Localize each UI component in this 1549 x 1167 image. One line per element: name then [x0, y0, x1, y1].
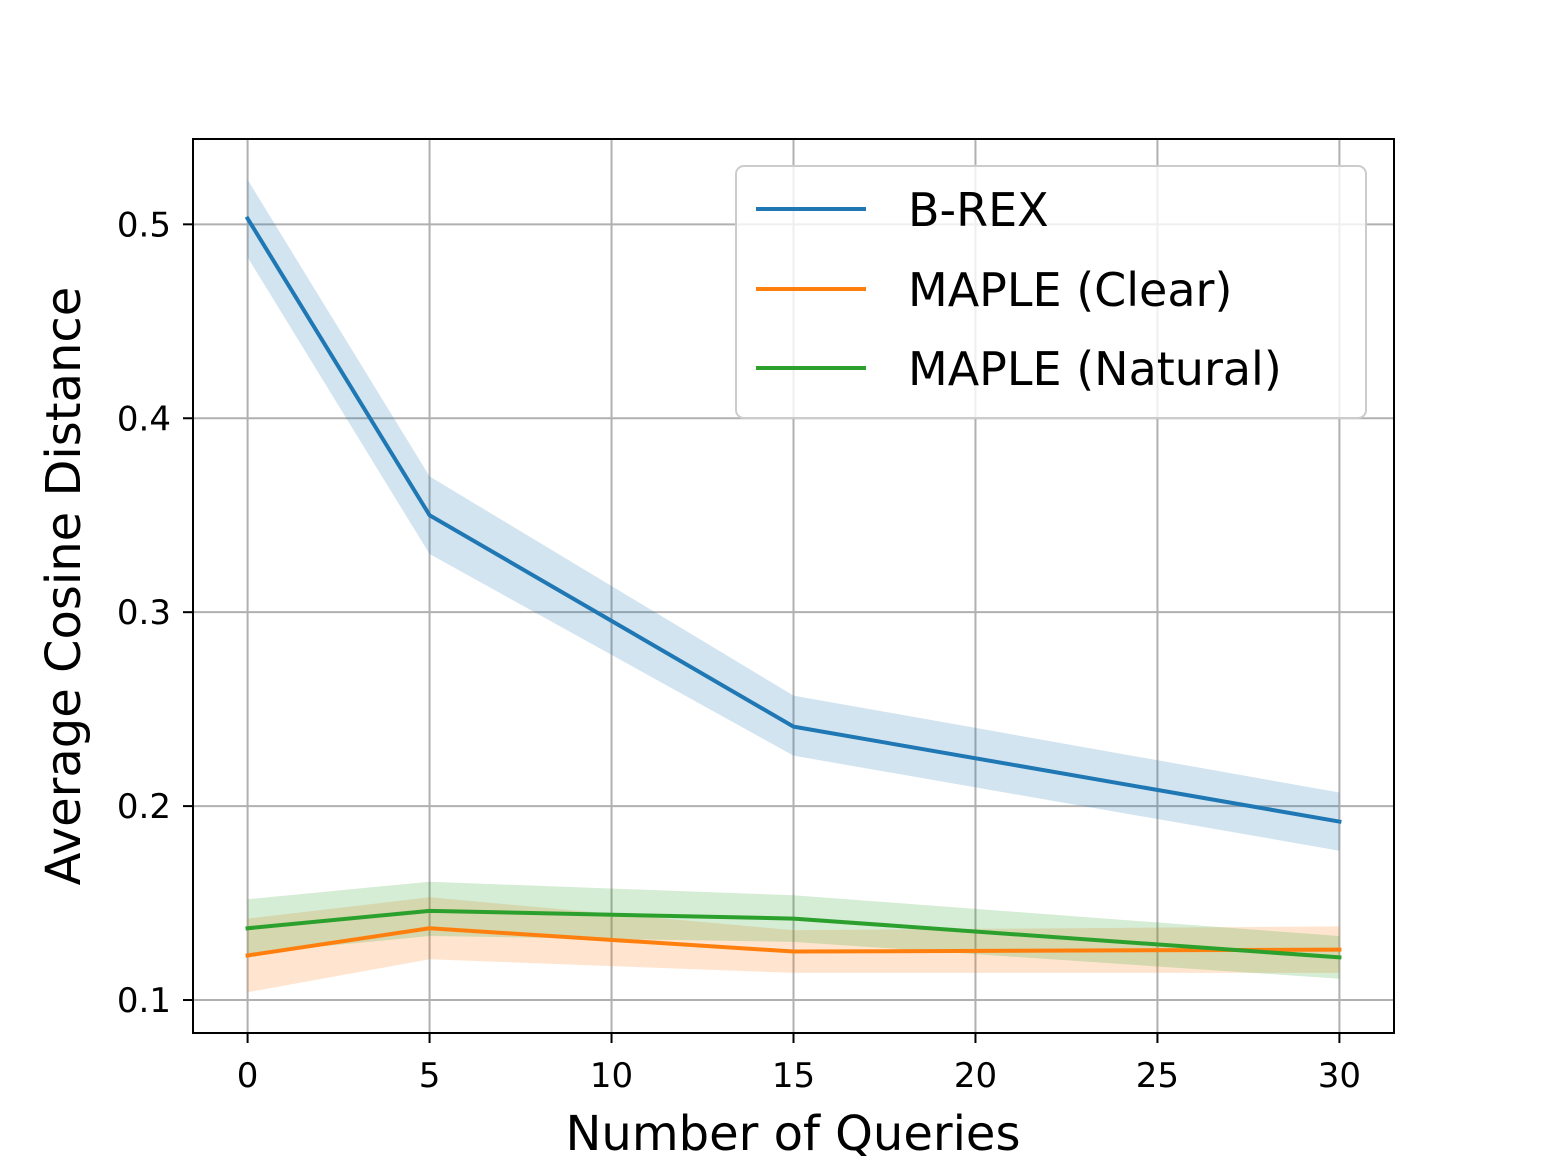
band-maple-clear	[247, 897, 1340, 993]
x-tick-label: 0	[237, 1056, 259, 1096]
y-tick-label: 0.2	[117, 787, 171, 827]
y-axis-label: Average Cosine Distance	[36, 287, 92, 886]
series-lines	[244, 215, 1342, 960]
x-tick-label: 25	[1136, 1056, 1179, 1096]
line-maple-clear	[245, 926, 1342, 958]
y-tick-label: 0.5	[117, 205, 171, 245]
x-axis-label: Number of Queries	[566, 1106, 1021, 1162]
band-maple-natural	[247, 881, 1340, 979]
x-tick-label: 10	[590, 1056, 633, 1096]
band-b-rex	[247, 179, 1340, 851]
x-tick-label: 30	[1318, 1056, 1361, 1096]
legend-label-maple-natural: MAPLE (Natural)	[908, 342, 1282, 396]
line-maple-natural	[245, 908, 1342, 960]
y-tick-label: 0.1	[117, 981, 171, 1021]
confidence-bands	[247, 179, 1340, 993]
legend: B-REX MAPLE (Clear) MAPLE (Natural)	[735, 165, 1367, 419]
legend-box	[735, 165, 1367, 419]
y-tick-label: 0.3	[117, 593, 171, 633]
axis-ticks: 0 5 10 15 20 25 30 0.1 0.2 0.3 0.4 0.5	[117, 205, 1361, 1096]
y-tick-label: 0.4	[117, 399, 171, 439]
legend-label-maple-clear: MAPLE (Clear)	[908, 263, 1232, 317]
x-tick-label: 5	[419, 1056, 441, 1096]
x-tick-label: 20	[954, 1056, 997, 1096]
line-b-rex	[244, 215, 1342, 824]
legend-label-b-rex: B-REX	[908, 183, 1049, 237]
x-tick-label: 15	[772, 1056, 815, 1096]
